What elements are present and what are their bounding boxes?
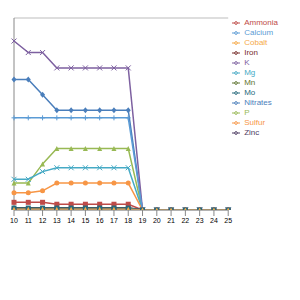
svg-text:10: 10 [10,217,18,224]
html-text:Nitrates: Nitrates [244,98,272,107]
html-text:Mo: Mo [244,88,256,97]
html-text:K: K [244,58,250,67]
svg-text:11: 11 [25,217,32,224]
svg-text:18: 18 [124,217,132,224]
html-text:Ammonia: Ammonia [244,18,278,27]
html-text:P: P [244,108,250,117]
html-text:Mg: Mg [244,68,256,77]
svg-text:16: 16 [96,217,104,224]
html-text:Cobalt: Cobalt [244,38,268,47]
html-text:Sulfur: Sulfur [244,118,266,127]
html-text:Iron: Iron [244,48,258,57]
svg-text:13: 13 [53,217,61,224]
svg-text:12: 12 [39,217,47,224]
html-text:Calcium: Calcium [244,28,274,37]
svg-text:24: 24 [210,217,218,224]
svg-text:23: 23 [196,217,204,224]
svg-text:21: 21 [167,217,175,224]
svg-text:22: 22 [181,217,189,224]
svg-text:20: 20 [153,217,161,224]
svg-text:19: 19 [139,217,147,224]
svg-text:17: 17 [110,217,118,224]
html-text:Mn: Mn [244,78,256,87]
svg-text:25: 25 [224,217,232,224]
svg-text:15: 15 [82,217,90,224]
svg-text:14: 14 [67,217,75,224]
html-text:Zinc: Zinc [244,128,260,137]
